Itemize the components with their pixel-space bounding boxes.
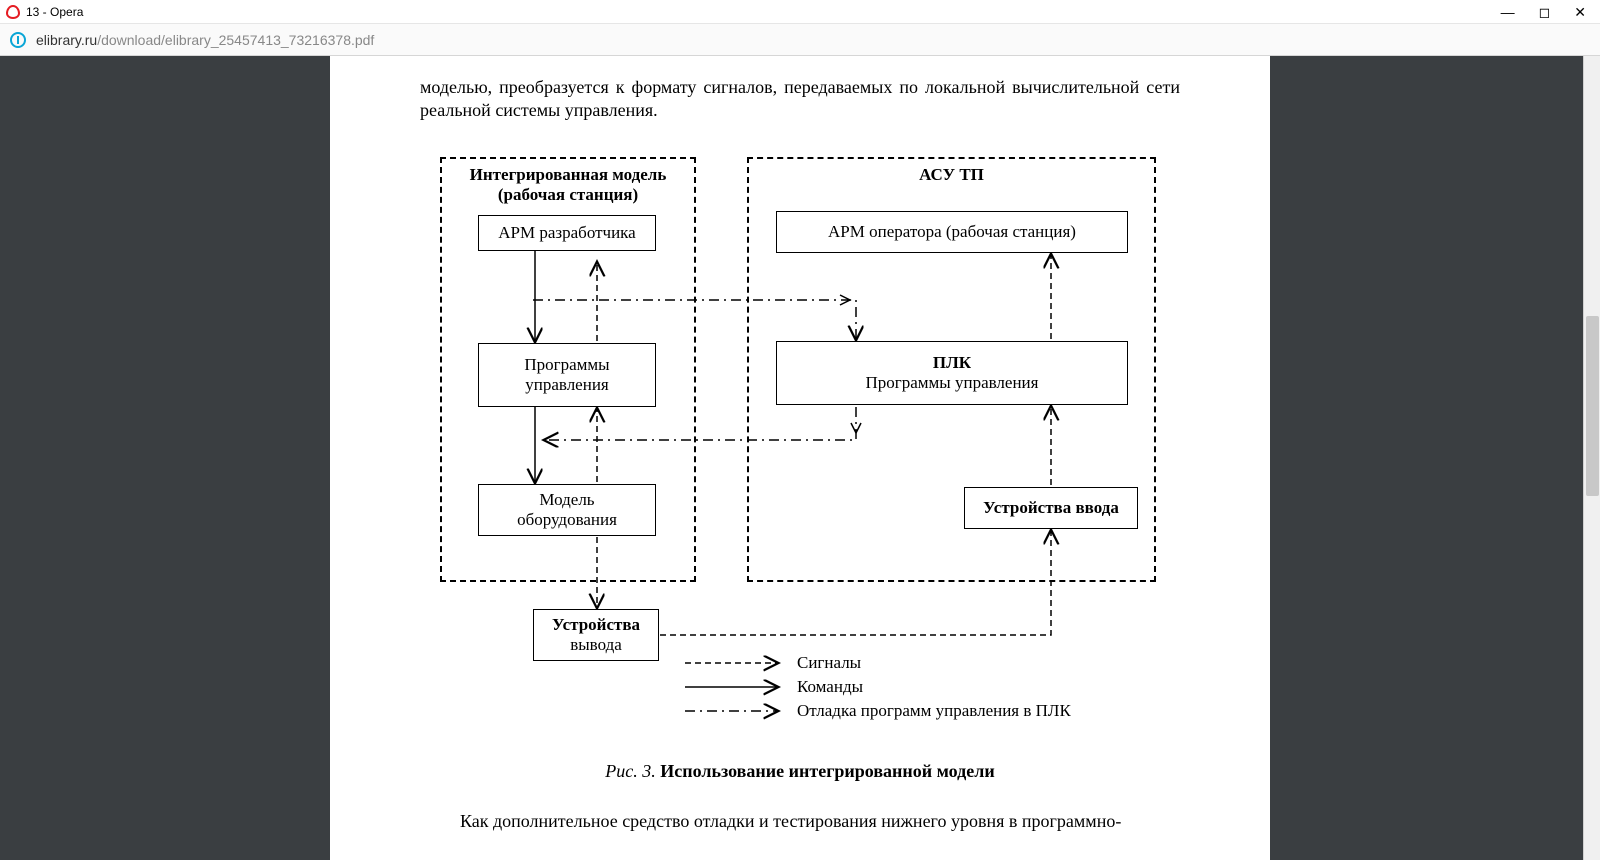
legend-label: Отладка программ управления в ПЛК bbox=[797, 701, 1071, 721]
diagram-node-n4: АРМ оператора (рабочая станция) bbox=[776, 211, 1128, 253]
pdf-page: моделью, преобразуется к формату сигнало… bbox=[330, 56, 1270, 860]
legend-row: Отладка программ управления в ПЛК bbox=[685, 699, 1071, 723]
paragraph-bottom: Как дополнительное средство отладки и те… bbox=[420, 810, 1180, 833]
maximize-button[interactable]: ◻ bbox=[1539, 5, 1551, 19]
diagram-node-n3: Модельоборудования bbox=[478, 484, 656, 536]
legend-row: Команды bbox=[685, 675, 1071, 699]
window-title: 13 - Opera bbox=[26, 5, 83, 19]
minimize-button[interactable]: — bbox=[1501, 5, 1515, 19]
url-host: elibrary.ru bbox=[36, 32, 97, 48]
paragraph-top: моделью, преобразуется к формату сигнало… bbox=[420, 76, 1180, 121]
url-path: /download/elibrary_25457413_73216378.pdf bbox=[97, 32, 374, 48]
window-titlebar: 13 - Opera — ◻ ✕ bbox=[0, 0, 1600, 24]
caption-prefix: Рис. 3. bbox=[605, 761, 655, 781]
window-controls: — ◻ ✕ bbox=[1501, 5, 1594, 19]
diagram-legend: Сигналы Команды Отладка программ управлени… bbox=[685, 651, 1071, 723]
figure-caption: Рис. 3. Использование интегрированной мо… bbox=[420, 761, 1180, 782]
diagram-node-n6: Устройства ввода bbox=[964, 487, 1138, 529]
diagram-node-n1: АРМ разработчика bbox=[478, 215, 656, 251]
url-display: elibrary.ru/download/elibrary_25457413_7… bbox=[36, 32, 374, 48]
legend-label: Команды bbox=[797, 677, 863, 697]
diagram-node-n5: ПЛКПрограммы управления bbox=[776, 341, 1128, 405]
close-button[interactable]: ✕ bbox=[1574, 5, 1586, 19]
legend-label: Сигналы bbox=[797, 653, 861, 673]
site-info-icon[interactable] bbox=[10, 32, 26, 48]
vertical-scrollbar[interactable] bbox=[1583, 56, 1600, 860]
opera-logo-icon bbox=[6, 5, 20, 19]
container-title: Интегрированная модель(рабочая станция) bbox=[442, 165, 694, 205]
caption-text: Использование интегрированной модели bbox=[660, 761, 994, 781]
container-title: АСУ ТП bbox=[749, 165, 1154, 185]
pdf-viewport: моделью, преобразуется к формату сигнало… bbox=[0, 56, 1600, 860]
address-bar[interactable]: elibrary.ru/download/elibrary_25457413_7… bbox=[0, 24, 1600, 56]
diagram-node-n7: Устройствавывода bbox=[533, 609, 659, 661]
diagram-figure: Интегрированная модель(рабочая станция) А… bbox=[440, 157, 1160, 747]
diagram-node-n2: Программыуправления bbox=[478, 343, 656, 407]
legend-row: Сигналы bbox=[685, 651, 1071, 675]
scrollbar-thumb[interactable] bbox=[1586, 316, 1599, 496]
